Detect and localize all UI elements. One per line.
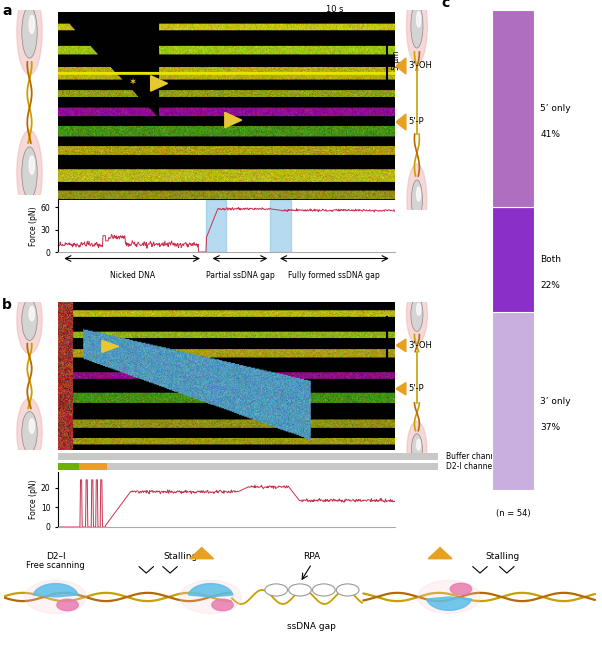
Polygon shape: [396, 339, 406, 351]
Polygon shape: [33, 583, 78, 597]
Circle shape: [417, 439, 420, 450]
Circle shape: [417, 304, 421, 315]
Polygon shape: [190, 548, 214, 559]
Circle shape: [406, 285, 427, 344]
Polygon shape: [396, 382, 406, 395]
Polygon shape: [57, 599, 78, 610]
Text: Stalling: Stalling: [486, 552, 520, 561]
FancyBboxPatch shape: [107, 463, 438, 470]
Circle shape: [29, 419, 34, 433]
FancyBboxPatch shape: [58, 453, 438, 460]
Circle shape: [29, 156, 34, 174]
Text: b: b: [2, 298, 12, 311]
Text: ✶: ✶: [128, 76, 136, 87]
Text: D2–I: D2–I: [46, 552, 66, 561]
Text: 3'-OH: 3'-OH: [408, 61, 432, 70]
Circle shape: [265, 584, 288, 596]
FancyBboxPatch shape: [492, 10, 534, 207]
Polygon shape: [212, 599, 233, 610]
Text: ssDNA gap: ssDNA gap: [288, 622, 337, 631]
Circle shape: [17, 0, 42, 75]
Polygon shape: [396, 58, 406, 74]
Circle shape: [411, 4, 423, 48]
Polygon shape: [427, 597, 471, 610]
Text: 5 μm: 5 μm: [392, 50, 400, 70]
Circle shape: [22, 6, 37, 58]
Circle shape: [312, 584, 335, 596]
Polygon shape: [150, 76, 167, 91]
Text: 5'-P: 5'-P: [408, 118, 424, 127]
Circle shape: [17, 286, 42, 354]
Circle shape: [22, 299, 37, 340]
Bar: [206, 200, 226, 252]
Text: Fully formed ssDNA gap: Fully formed ssDNA gap: [288, 271, 380, 280]
Text: 37%: 37%: [541, 423, 560, 432]
Circle shape: [418, 580, 480, 614]
Text: 5’ only: 5’ only: [541, 104, 571, 113]
Circle shape: [179, 580, 241, 614]
Polygon shape: [188, 583, 233, 597]
Circle shape: [406, 0, 427, 64]
Polygon shape: [102, 340, 119, 352]
Bar: [270, 200, 291, 252]
Y-axis label: Force (pN): Force (pN): [29, 480, 38, 519]
Text: Free scanning: Free scanning: [26, 561, 85, 570]
Circle shape: [289, 584, 311, 596]
Text: a: a: [2, 5, 11, 19]
Text: Both: Both: [541, 255, 561, 264]
Text: D2-I channel: D2-I channel: [445, 462, 494, 471]
Circle shape: [25, 580, 87, 614]
Text: RPA: RPA: [303, 552, 320, 561]
Text: 3'-OH: 3'-OH: [408, 341, 432, 350]
Circle shape: [411, 433, 423, 464]
Circle shape: [337, 584, 359, 596]
Text: (n = 54): (n = 54): [495, 509, 530, 518]
Circle shape: [17, 398, 42, 466]
FancyBboxPatch shape: [58, 463, 79, 470]
FancyBboxPatch shape: [492, 207, 534, 313]
Circle shape: [22, 412, 37, 453]
Text: Stalling: Stalling: [164, 552, 198, 561]
Text: Partial ssDNA gap: Partial ssDNA gap: [206, 271, 275, 280]
Polygon shape: [428, 548, 452, 559]
Text: 3’ only: 3’ only: [541, 397, 571, 406]
Polygon shape: [450, 583, 471, 595]
FancyBboxPatch shape: [79, 463, 107, 470]
Circle shape: [17, 130, 42, 215]
Polygon shape: [396, 114, 406, 130]
Polygon shape: [225, 112, 241, 128]
Circle shape: [29, 306, 34, 321]
Text: 5'-P: 5'-P: [408, 384, 424, 393]
FancyBboxPatch shape: [492, 313, 534, 490]
Text: c: c: [442, 0, 450, 10]
Circle shape: [417, 12, 421, 27]
Circle shape: [411, 180, 423, 220]
Text: 41%: 41%: [541, 130, 560, 140]
Circle shape: [411, 297, 423, 331]
Circle shape: [417, 187, 420, 201]
Text: Buffer channel: Buffer channel: [445, 452, 501, 461]
Circle shape: [29, 16, 34, 34]
Text: Nicked DNA: Nicked DNA: [110, 271, 155, 280]
Text: 10 s: 10 s: [326, 5, 343, 14]
Circle shape: [407, 164, 427, 236]
Text: 22%: 22%: [541, 282, 560, 291]
Y-axis label: Force (pN): Force (pN): [29, 206, 38, 246]
Circle shape: [407, 421, 427, 477]
Circle shape: [22, 147, 37, 199]
